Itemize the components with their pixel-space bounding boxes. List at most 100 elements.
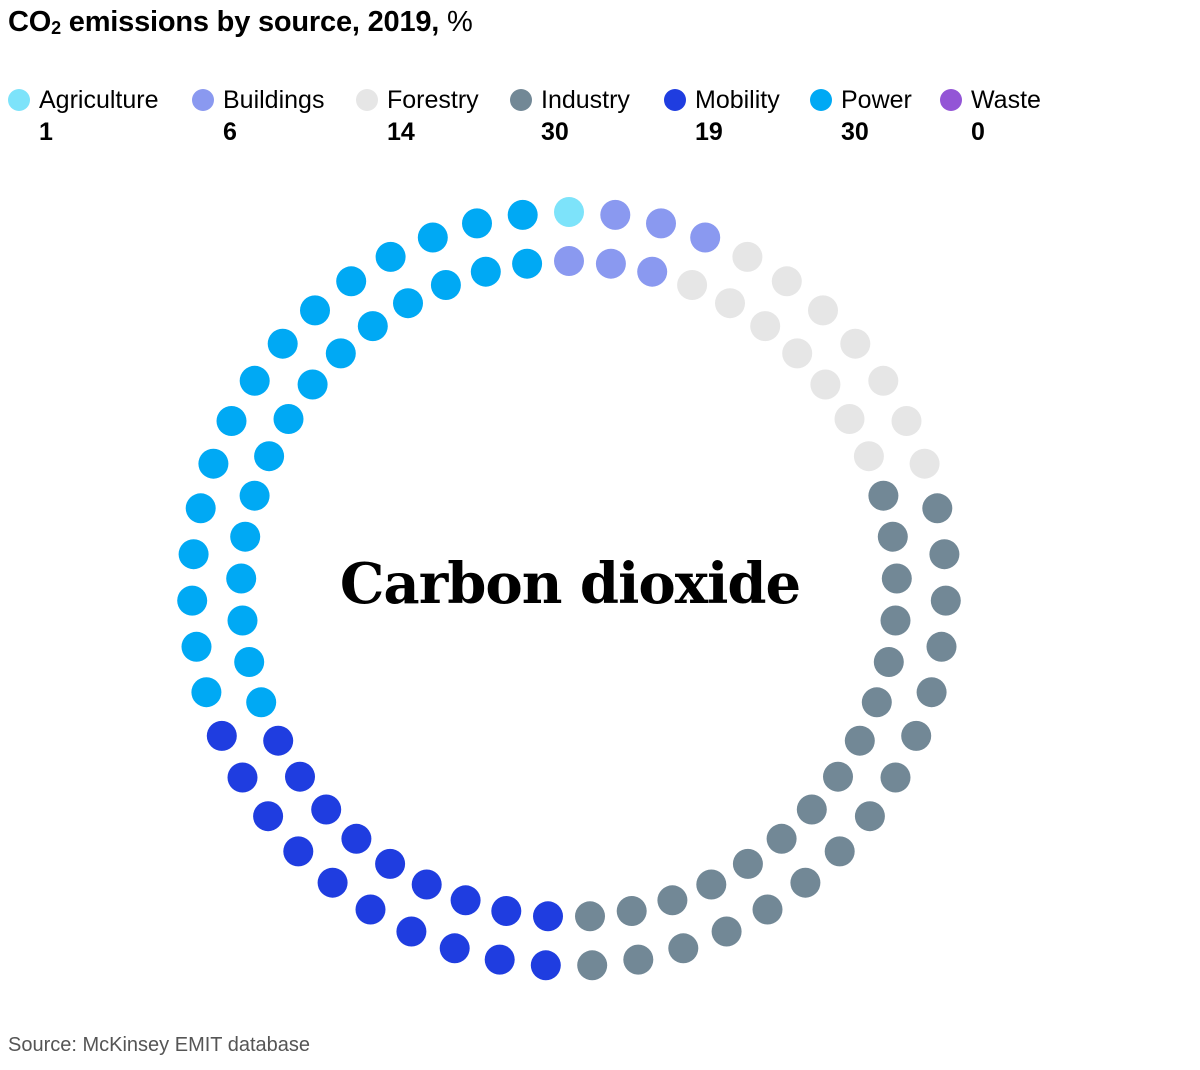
dot-power <box>191 677 222 708</box>
dot-mobility <box>530 950 561 981</box>
dot-industry <box>796 794 827 825</box>
dot-industry <box>616 896 647 926</box>
title-main: emissions by source, 2019, <box>60 6 448 38</box>
dot-industry <box>657 885 688 916</box>
legend-swatch-power <box>810 89 832 111</box>
dot-power <box>226 563 257 594</box>
dot-power <box>512 248 543 279</box>
dot-industry <box>623 944 654 975</box>
dot-mobility <box>355 894 386 925</box>
dot-industry <box>577 950 608 981</box>
dot-power <box>230 521 261 552</box>
dot-industry <box>696 869 727 900</box>
dot-mobility <box>491 896 522 926</box>
dot-industry <box>711 916 742 947</box>
dot-forestry <box>677 270 708 300</box>
dot-industry <box>575 901 605 932</box>
dot-mobility <box>285 761 315 792</box>
legend-label-agriculture: Agriculture <box>39 86 159 114</box>
dot-power <box>227 605 258 636</box>
dot-industry <box>732 848 763 879</box>
dot-power <box>375 241 406 272</box>
dot-forestry <box>909 448 940 479</box>
dot-mobility <box>341 823 372 854</box>
legend-label-forestry: Forestry <box>387 86 479 114</box>
legend-value-industry: 30 <box>541 118 569 146</box>
dot-mobility <box>411 869 442 900</box>
dot-industry <box>901 720 932 751</box>
dot-industry <box>880 762 911 793</box>
dot-power <box>185 493 216 524</box>
dot-buildings <box>600 199 631 230</box>
dot-power <box>325 338 356 369</box>
dot-power <box>254 441 285 472</box>
dot-power <box>178 539 209 570</box>
dot-forestry <box>891 406 922 436</box>
legend-swatch-industry <box>510 89 532 111</box>
dot-industry <box>823 761 853 792</box>
dot-power <box>273 404 304 434</box>
center-label: Carbon dioxide <box>339 551 801 617</box>
legend-value-forestry: 14 <box>387 118 415 146</box>
dot-power <box>357 311 388 342</box>
title-subscript: 2 <box>51 18 61 38</box>
dot-power <box>239 365 270 396</box>
legend-label-industry: Industry <box>541 86 630 114</box>
dot-industry <box>861 687 892 718</box>
dot-forestry <box>808 295 838 326</box>
dot-mobility <box>450 885 481 916</box>
dot-power <box>177 585 208 616</box>
dot-forestry <box>868 365 899 396</box>
source-note: Source: McKinsey EMIT database <box>8 1034 310 1056</box>
dot-power <box>417 222 448 253</box>
dot-power <box>297 369 328 400</box>
dot-mobility <box>263 725 294 756</box>
dot-power <box>430 270 461 300</box>
dot-mobility <box>283 836 314 867</box>
dot-power <box>507 199 538 230</box>
chart-title: CO2 emissions by source, 2019, % <box>8 6 473 39</box>
dot-agriculture <box>554 197 584 227</box>
dot-power <box>462 208 492 239</box>
dot-power <box>267 328 298 359</box>
dot-buildings <box>595 248 626 279</box>
dot-industry <box>868 480 899 511</box>
legend-value-power: 30 <box>841 118 869 146</box>
dot-forestry <box>715 288 745 319</box>
dot-industry <box>930 585 961 616</box>
dot-mobility <box>227 762 258 793</box>
legend-value-waste: 0 <box>971 118 985 146</box>
legend-swatch-agriculture <box>8 89 30 111</box>
dot-industry <box>766 823 797 854</box>
dot-mobility <box>439 933 470 964</box>
dot-industry <box>877 521 908 552</box>
dot-industry <box>922 493 953 524</box>
dot-mobility <box>317 867 348 898</box>
dot-mobility <box>375 848 406 879</box>
dot-industry <box>854 801 885 832</box>
dot-buildings <box>690 222 721 253</box>
legend-swatch-mobility <box>664 89 686 111</box>
legend-swatch-forestry <box>356 89 378 111</box>
dot-industry <box>790 867 821 898</box>
dot-mobility <box>311 794 342 825</box>
dot-industry <box>929 539 960 570</box>
dot-forestry <box>750 311 781 342</box>
legend-swatch-buildings <box>192 89 214 111</box>
legend-label-power: Power <box>841 86 912 114</box>
dot-power <box>300 295 330 326</box>
dot-mobility <box>253 801 284 832</box>
dot-forestry <box>840 328 871 359</box>
dot-forestry <box>810 369 841 400</box>
dot-forestry <box>732 241 763 272</box>
dot-mobility <box>484 944 515 975</box>
dot-power <box>470 256 501 287</box>
title-prefix: CO <box>8 6 52 38</box>
dot-power <box>393 288 423 319</box>
dot-power <box>234 647 265 677</box>
dot-industry <box>668 933 699 964</box>
dot-industry <box>916 677 947 708</box>
dot-power <box>246 687 277 718</box>
dot-mobility <box>206 720 237 751</box>
